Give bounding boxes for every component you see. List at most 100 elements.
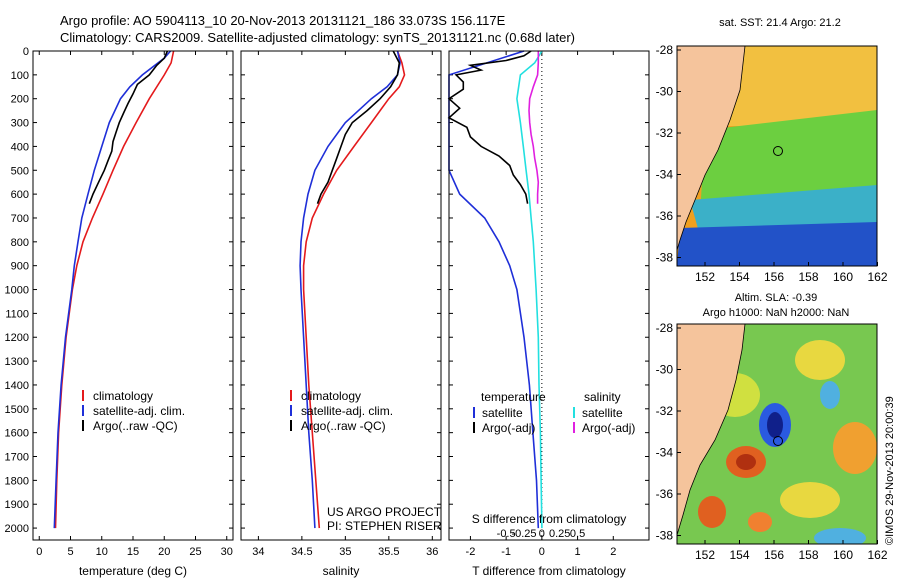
x-tick-label: 2 [610, 546, 616, 558]
panel-frame [32, 50, 234, 541]
sst-cyan-band [690, 185, 877, 236]
sla-ticks: 152 154 156 158 160 162 -28 -30 -32 -34 -36 -38 [656, 321, 888, 562]
map-x-tick-label: 160 [833, 548, 853, 562]
sst-argo-marker [773, 146, 783, 156]
imos-side-label: ©IMOS 29-Nov-2013 20:00:39 [884, 396, 896, 545]
y-tick-label: 600 [11, 189, 29, 201]
sla-map: Altim. SLA: -0.39 Argo h1000: NaN h2000:… [656, 292, 896, 562]
y-tick-label: 1800 [5, 475, 29, 487]
y-tick-label: 1500 [5, 404, 29, 416]
secondary-tick-label: 0 [539, 528, 545, 540]
series-line [316, 50, 401, 204]
x-axis-label: salinity [323, 564, 360, 578]
project-annotation: US ARGO PROJECT [327, 505, 442, 519]
y-tick-label: 200 [11, 94, 29, 106]
map-x-tick-label: 154 [729, 548, 749, 562]
sla-blob [736, 454, 756, 470]
x-tick-label: 34.5 [291, 546, 312, 558]
sla-coastline [677, 324, 746, 536]
x-tick-label: 25 [189, 546, 201, 558]
map-y-tick-label: -34 [656, 168, 674, 182]
y-tick-label: 1700 [5, 452, 29, 464]
sla-blob [780, 482, 840, 518]
map-x-tick-label: 156 [764, 548, 784, 562]
x-tick-label: 5 [67, 546, 73, 558]
y-tick-label: 100 [11, 70, 29, 82]
legend-label: Argo(..raw -QC) [93, 419, 178, 433]
sla-blob [767, 412, 783, 438]
sst-ticks: 152 154 156 158 160 162 -28 -30 -32 -34 -36 -38 [656, 43, 888, 284]
legend-label: Argo(..raw -QC) [301, 419, 386, 433]
map-x-tick-label: 152 [695, 270, 715, 284]
title-line-1: Argo profile: AO 5904113_10 20-Nov-2013 … [60, 13, 506, 28]
secondary-tick-label: -0.5 [497, 528, 516, 540]
sla-argo-marker [773, 436, 783, 446]
y-tick-label: 1900 [5, 499, 29, 511]
sst-coastline [677, 46, 746, 251]
y-tick-label: 1000 [5, 285, 29, 297]
map-x-tick-label: 158 [798, 270, 818, 284]
title-line-2: Climatology: CARS2009. Satellite-adjuste… [60, 30, 575, 45]
x-tick-label: 1 [575, 546, 581, 558]
y-tick-label: 500 [11, 165, 29, 177]
panel-frame [240, 50, 442, 541]
sla-blob [833, 422, 877, 474]
y-tick-label: 1100 [5, 308, 29, 320]
y-tick-label: 0 [23, 46, 29, 58]
legend-title: temperature [481, 390, 546, 404]
legend-label: Argo(-adj) [482, 421, 535, 435]
sla-blob [698, 496, 726, 528]
y-tick-label: 1200 [5, 332, 29, 344]
profile-panel-salinity: 34 34.5 35 35.5 36 salinity climatologysatelli… [240, 50, 442, 578]
map-x-tick-label: 156 [764, 270, 784, 284]
sst-field [677, 46, 877, 266]
x-tick-label: -2 [466, 546, 476, 558]
sst-blue-band [677, 222, 877, 266]
x-axis-label: temperature (deg C) [79, 564, 187, 578]
panel-frame [448, 50, 650, 541]
map-y-tick-label: -38 [656, 529, 674, 543]
y-tick-label: 800 [11, 237, 29, 249]
sst-map-title: sat. SST: 21.4 Argo: 21.2 [719, 17, 841, 29]
sla-map-title-2: Argo h1000: NaN h2000: NaN [703, 307, 850, 319]
secondary-tick-label: 0.5 [570, 528, 585, 540]
map-y-tick-label: -30 [656, 85, 674, 99]
map-y-tick-label: -32 [656, 404, 674, 418]
secondary-x-axis-label: S difference from climatology [472, 512, 627, 526]
profile-panels: 0100200300400500600700800900100011001200… [5, 46, 650, 578]
map-x-tick-label: 152 [695, 548, 715, 562]
x-tick-label: 36 [426, 546, 438, 558]
x-axis-label: T difference from climatology [472, 564, 626, 578]
legend-label: satellite [482, 406, 523, 420]
sla-blob [820, 381, 840, 409]
series-line [299, 50, 401, 529]
y-tick-label: 300 [11, 118, 29, 130]
sla-blob [814, 528, 866, 544]
series-line [447, 50, 532, 204]
x-tick-label: 0 [539, 546, 545, 558]
map-y-tick-label: -30 [656, 363, 674, 377]
profile-panel-difference: -2 -1 0 1 2 T difference from climatology temp… [447, 50, 650, 578]
secondary-tick-label: 0.25 [549, 528, 570, 540]
sla-blob [748, 512, 772, 532]
legend-label: Argo(-adj) [582, 421, 635, 435]
y-tick-label: 400 [11, 141, 29, 153]
series-line [88, 50, 169, 204]
map-x-tick-label: 162 [867, 548, 887, 562]
map-x-tick-label: 160 [833, 270, 853, 284]
legend-label: satellite-adj. clim. [301, 404, 393, 418]
map-y-tick-label: -36 [656, 487, 674, 501]
sla-blob [795, 340, 845, 380]
map-y-tick-label: -34 [656, 446, 674, 460]
x-tick-label: -1 [501, 546, 511, 558]
y-tick-label: 1400 [5, 380, 29, 392]
x-tick-label: 35.5 [378, 546, 399, 558]
sst-map: sat. SST: 21.4 Argo: 21.2 152 154 156 158 16… [656, 17, 888, 284]
series-line [448, 50, 540, 529]
sla-field [677, 324, 877, 544]
map-y-tick-label: -32 [656, 126, 674, 140]
sst-land [677, 46, 745, 250]
x-tick-label: 35 [339, 546, 351, 558]
